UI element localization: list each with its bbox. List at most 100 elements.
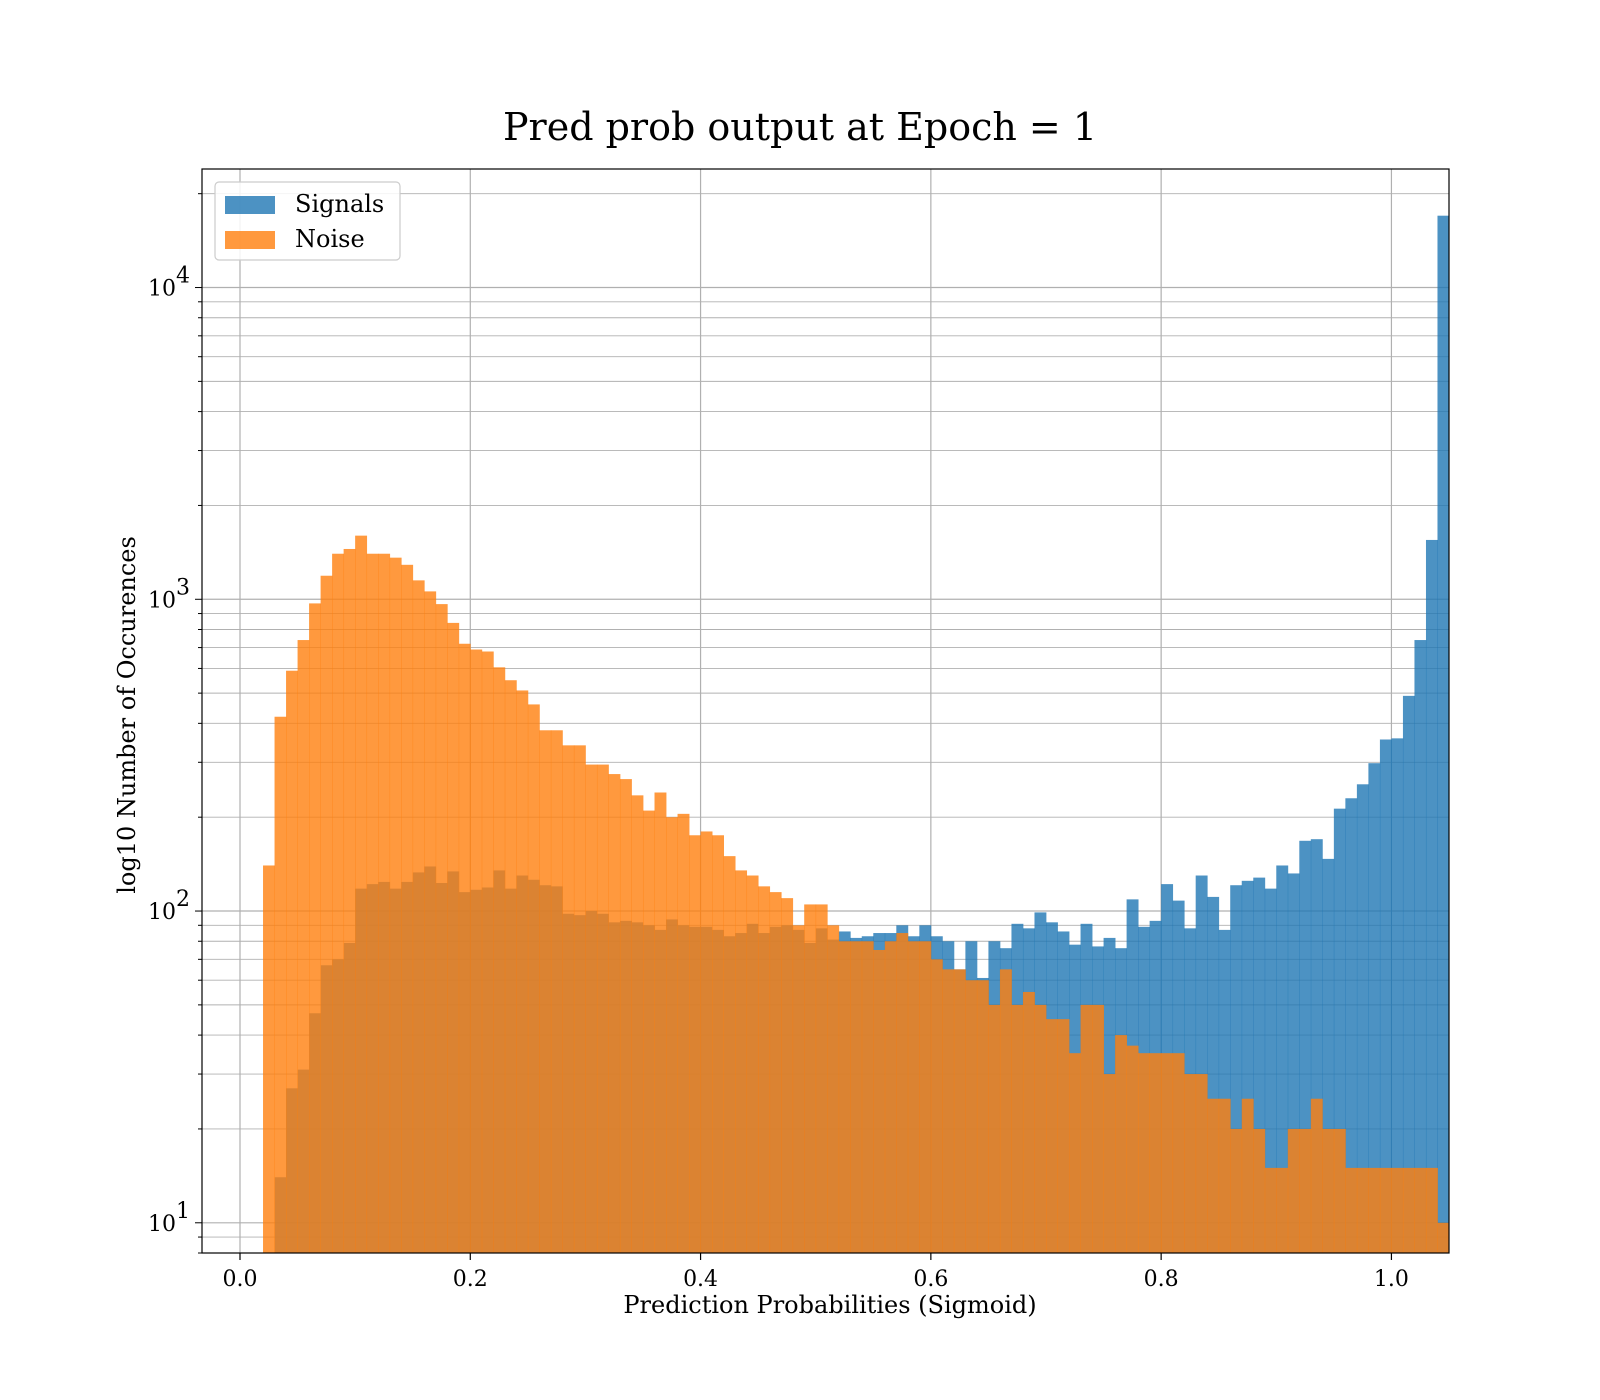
histogram-bar-signals bbox=[1368, 763, 1381, 1253]
plot-frame bbox=[201, 168, 1450, 1254]
histogram-bar-noise bbox=[458, 643, 471, 1253]
histogram-bar-noise bbox=[1149, 1053, 1162, 1253]
histogram-bar-noise bbox=[263, 865, 275, 1253]
x-tick-label: 0.2 bbox=[453, 1267, 488, 1292]
histogram-bar-noise bbox=[332, 553, 345, 1253]
histogram-bar-noise bbox=[1172, 1053, 1185, 1253]
histogram-bar-noise bbox=[1402, 1167, 1415, 1253]
y-tick-exponent: 4 bbox=[176, 264, 190, 289]
histogram-bar-noise bbox=[850, 941, 863, 1253]
axes-frame bbox=[201, 168, 1450, 1254]
histogram-bar-noise bbox=[1011, 1004, 1024, 1253]
histogram-bar-noise bbox=[988, 1004, 1001, 1253]
legend: Signals Noise bbox=[214, 181, 401, 261]
x-tick-label: 0.6 bbox=[913, 1267, 948, 1292]
histogram-bar-noise bbox=[470, 649, 483, 1253]
histogram-bar-noise bbox=[804, 904, 817, 1253]
histogram-bar-noise bbox=[666, 817, 678, 1253]
histogram-bar-signals bbox=[1379, 739, 1392, 1253]
histogram-bar-noise bbox=[942, 969, 955, 1253]
histogram-bar-signals bbox=[1276, 865, 1289, 1253]
legend-swatch-signals bbox=[225, 196, 275, 214]
histogram-bar-noise bbox=[1299, 1128, 1312, 1253]
histogram-bar-noise bbox=[976, 980, 989, 1253]
histogram-bar-noise bbox=[735, 870, 748, 1253]
x-tick-label: 0.4 bbox=[683, 1267, 718, 1292]
histogram-bar-noise bbox=[286, 670, 298, 1253]
histogram-bar-noise bbox=[1230, 1128, 1243, 1253]
histogram-bar-noise bbox=[608, 774, 621, 1253]
histogram-bar-signals bbox=[1195, 875, 1208, 1253]
histogram-bar-noise bbox=[1414, 1167, 1427, 1253]
chart-title: Pred prob output at Epoch = 1 bbox=[503, 105, 1097, 149]
histogram-bar-noise bbox=[861, 941, 874, 1253]
histogram-bar-noise bbox=[1103, 1074, 1116, 1253]
histogram-bar-noise bbox=[1437, 1222, 1449, 1253]
histogram-bar-signals bbox=[1437, 215, 1449, 1253]
histogram-bar-signals bbox=[1322, 858, 1335, 1253]
histogram-bar-noise bbox=[953, 969, 966, 1253]
histogram-bar-noise bbox=[838, 941, 851, 1253]
histogram-bar-noise bbox=[1034, 1004, 1047, 1253]
histogram-bar-signals bbox=[1345, 798, 1358, 1253]
histogram-bar-noise bbox=[1264, 1167, 1277, 1253]
histogram-bar-noise bbox=[481, 651, 494, 1253]
histogram-bar-noise bbox=[642, 810, 655, 1253]
histogram-bar-signals bbox=[1391, 738, 1404, 1253]
histogram-bar-noise bbox=[493, 667, 506, 1253]
histogram-bar-noise bbox=[1253, 1128, 1266, 1253]
histogram-bar-noise bbox=[631, 795, 644, 1253]
histogram-bar-noise bbox=[1425, 1167, 1438, 1253]
histogram-bar-noise bbox=[907, 941, 920, 1253]
histogram-bar-noise bbox=[965, 980, 978, 1253]
histogram-bar-signals bbox=[1218, 929, 1231, 1253]
series-noise bbox=[263, 535, 1449, 1253]
histogram-bar-signals bbox=[1299, 840, 1312, 1253]
y-tick-label: 10 bbox=[148, 1212, 176, 1237]
histogram-bar-noise bbox=[355, 535, 368, 1253]
histogram-bar-noise bbox=[447, 622, 460, 1253]
histogram-bar-noise bbox=[309, 603, 321, 1253]
histogram-bar-signals bbox=[1310, 839, 1323, 1253]
histogram-bar-signals bbox=[1425, 539, 1438, 1253]
legend-label-noise: Noise bbox=[295, 225, 365, 253]
histogram-bar-noise bbox=[504, 680, 517, 1253]
histogram-bar-noise bbox=[412, 580, 425, 1253]
histogram-bar-noise bbox=[585, 764, 598, 1253]
histogram-bar-noise bbox=[758, 886, 771, 1253]
histogram-bar-signals bbox=[1356, 784, 1369, 1253]
histogram-bar-noise bbox=[516, 690, 529, 1253]
histogram-bar-noise bbox=[424, 591, 437, 1253]
histogram-bar-signals bbox=[1287, 873, 1300, 1253]
histogram-bar-noise bbox=[435, 604, 448, 1253]
histogram-bar-noise bbox=[746, 875, 759, 1253]
x-axis-label: Prediction Probabilities (Sigmoid) bbox=[623, 1291, 1036, 1319]
histogram-bars bbox=[263, 215, 1449, 1253]
histogram-bar-noise bbox=[274, 716, 287, 1253]
histogram-bar-noise bbox=[1045, 1019, 1058, 1253]
histogram-bar-noise bbox=[401, 564, 414, 1253]
histogram-bar-signals bbox=[1207, 896, 1220, 1253]
histogram-bar-noise bbox=[1218, 1098, 1231, 1253]
histogram-bar-noise bbox=[1057, 1019, 1070, 1253]
histogram-bar-noise bbox=[677, 813, 690, 1253]
y-tick-exponent: 2 bbox=[176, 887, 190, 912]
histogram-bar-noise bbox=[815, 904, 828, 1253]
x-axis-ticks: 0.0 0.2 0.4 0.6 0.8 1.0 bbox=[222, 1253, 1409, 1292]
histogram-bar-noise bbox=[827, 925, 840, 1253]
histogram-bar-noise bbox=[1022, 991, 1035, 1253]
y-tick-exponent: 3 bbox=[176, 575, 190, 600]
histogram-bar-noise bbox=[320, 575, 333, 1253]
histogram-bar-noise bbox=[919, 941, 932, 1253]
histogram-bar-noise bbox=[389, 557, 402, 1253]
histogram-bar-noise bbox=[1195, 1074, 1208, 1253]
histogram-bar-noise bbox=[1391, 1167, 1404, 1253]
histogram-bar-noise bbox=[1241, 1098, 1254, 1253]
histogram-bar-noise bbox=[1333, 1128, 1346, 1253]
histogram-bar-noise bbox=[1184, 1074, 1197, 1253]
histogram-bar-noise bbox=[1138, 1053, 1151, 1253]
histogram-bar-signals bbox=[1253, 877, 1266, 1253]
y-axis-label: log10 Number of Occurences bbox=[113, 536, 141, 894]
histogram-bar-noise bbox=[527, 704, 540, 1253]
